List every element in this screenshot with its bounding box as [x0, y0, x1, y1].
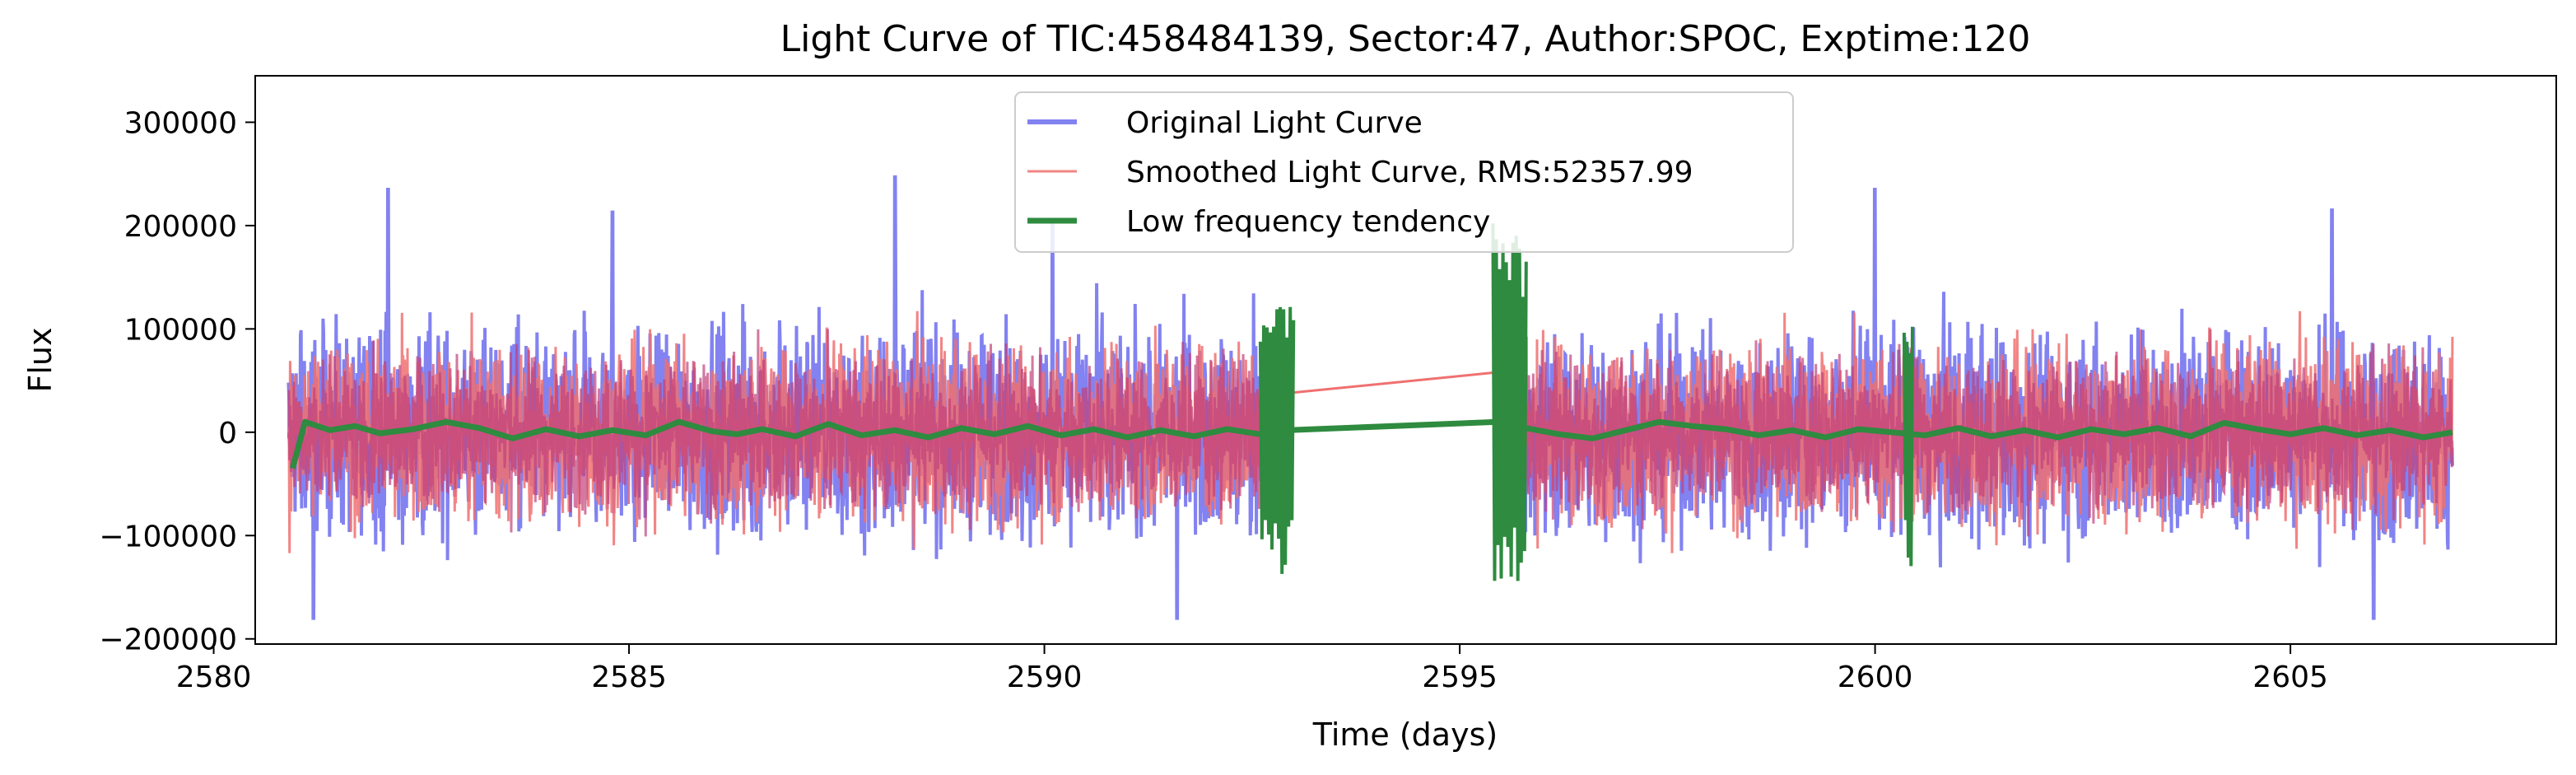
y-tick-label-100000: 100000: [124, 313, 237, 347]
trend-edge-spike-1: [1258, 306, 1296, 574]
legend: Original Light Curve Smoothed Light Curve…: [1014, 91, 1794, 253]
overlap-segment-1: [286, 329, 1274, 537]
axes-layer: 2580 2585 2590 2595 2600 2605 −200000 −100000 0 1…: [99, 106, 2328, 694]
x-tick-label-2595: 2595: [1422, 661, 1498, 694]
low-frequency-tendency-line: [290, 418, 2453, 469]
x-tick-label-2605: 2605: [2252, 661, 2328, 694]
x-axis-label: Time (days): [1312, 717, 1498, 753]
legend-label-3: Low frequency tendency: [1126, 205, 1490, 239]
x-tick-label-2585: 2585: [591, 661, 667, 694]
plot-frame: [254, 75, 2557, 645]
y-tick-label-300000: 300000: [124, 106, 237, 140]
smoothed-gap-bridge: [1289, 371, 1498, 395]
y-tick-label--100000: −100000: [99, 520, 237, 553]
y-tick-label--200000: −200000: [99, 623, 237, 657]
legend-box: [1014, 91, 1794, 253]
y-tick-label-0: 0: [218, 417, 237, 451]
x-tick-label-2580: 2580: [176, 661, 252, 694]
legend-label-2: Smoothed Light Curve, RMS:52357.99: [1126, 156, 1693, 189]
chart-title: Light Curve of TIC:458484139, Sector:47,…: [780, 18, 2031, 60]
x-tick-label-2600: 2600: [1838, 661, 1913, 694]
y-axis-label: Flux: [22, 328, 58, 393]
x-tick-label-2590: 2590: [1007, 661, 1083, 694]
overlap-segment-2: [1516, 327, 2454, 537]
y-tick-label-200000: 200000: [124, 210, 237, 244]
series-layer: [286, 175, 2454, 620]
legend-label-1: Original Light Curve: [1126, 106, 1423, 140]
trend-edge-spike-2: [1491, 223, 1528, 581]
legend-entries: Original Light Curve Smoothed Light Curve…: [1027, 106, 1693, 239]
trend-edge-spike-3: [1902, 326, 1914, 567]
